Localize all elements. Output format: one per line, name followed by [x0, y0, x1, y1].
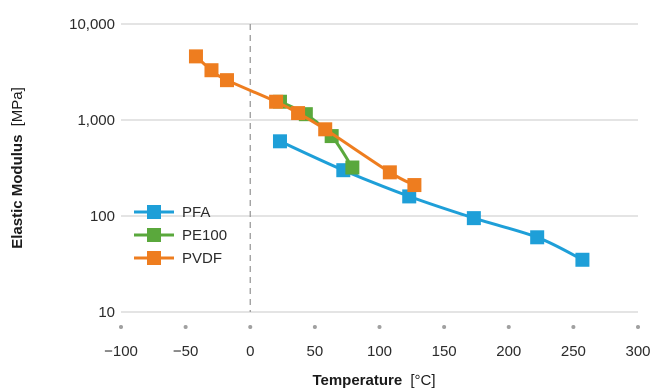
y-axis-title: Elastic Modulus [MPa]	[9, 87, 26, 249]
x-tick-mark	[571, 325, 576, 329]
data-point-pvdf	[291, 106, 306, 121]
legend-label-pvdf: PVDF	[182, 250, 222, 267]
y-tick-label: 1,000	[77, 112, 115, 129]
data-point-pe100	[345, 160, 360, 175]
y-axis-title-unit: [MPa]	[9, 87, 26, 126]
x-tick-label: 200	[496, 343, 521, 360]
legend-label-pe100: PE100	[182, 227, 227, 244]
legend-marker-pvdf	[147, 251, 161, 265]
data-point-pfa	[575, 252, 590, 267]
x-axis-title-main: Temperature	[312, 372, 402, 389]
legend-label-pfa: PFA	[182, 204, 210, 221]
data-point-pvdf	[269, 94, 284, 109]
legend-marker-pe100	[147, 228, 161, 242]
x-axis-title: Temperature [°C]	[312, 372, 435, 389]
y-axis-title-main: Elastic Modulus	[9, 135, 26, 249]
x-tick-label: −100	[104, 343, 138, 360]
x-tick-mark	[442, 325, 447, 329]
x-tick-mark	[183, 325, 188, 329]
x-tick-mark	[119, 325, 123, 329]
legend-marker-pfa	[147, 205, 161, 219]
x-tick-label: −50	[173, 343, 198, 360]
data-point-pvdf	[219, 73, 234, 88]
x-tick-mark	[312, 325, 317, 329]
x-tick-label: 300	[625, 343, 650, 360]
data-point-pfa	[530, 230, 545, 245]
x-axis-title-unit: [°C]	[410, 372, 435, 389]
y-tick-label: 10	[98, 304, 115, 321]
x-tick-mark	[377, 325, 382, 329]
x-tick-label: 150	[432, 343, 457, 360]
data-point-pvdf	[204, 63, 219, 78]
x-tick-mark	[506, 325, 511, 329]
data-point-pfa	[402, 189, 417, 204]
data-point-pvdf	[188, 49, 203, 64]
x-tick-label: 250	[561, 343, 586, 360]
x-tick-label: 100	[367, 343, 392, 360]
axes: 10 100 1,000 10,000 −100 −50 0 50 100 150 200 250 30…	[69, 16, 650, 360]
data-point-pfa	[466, 211, 481, 226]
x-tick-label: 50	[307, 343, 324, 360]
x-tick-mark	[248, 325, 253, 329]
x-tick-label: 0	[246, 343, 254, 360]
gridlines	[121, 23, 638, 313]
y-tick-label: 100	[90, 208, 115, 225]
series-layer	[188, 49, 590, 267]
y-tick-label: 10,000	[69, 16, 115, 33]
data-point-pvdf	[318, 122, 333, 137]
data-point-pvdf	[382, 165, 397, 180]
legend: PFA PE100 PVDF	[134, 204, 227, 267]
data-point-pfa	[272, 134, 287, 149]
x-tick-mark	[636, 325, 640, 329]
data-point-pvdf	[407, 178, 422, 193]
